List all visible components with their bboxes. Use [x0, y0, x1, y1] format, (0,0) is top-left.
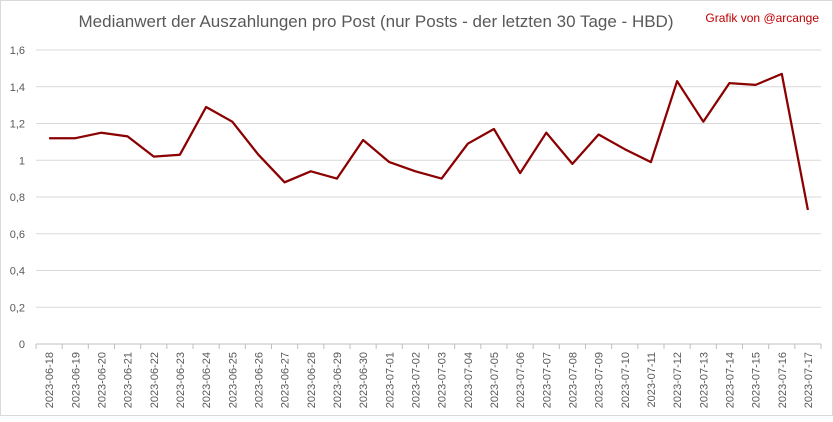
data-point	[178, 153, 182, 157]
y-tick-label: 1,2	[10, 119, 25, 131]
x-tick-label: 2023-07-10	[620, 352, 632, 408]
data-point	[204, 105, 208, 109]
y-tick-label: 1,4	[10, 82, 25, 94]
x-tick-label: 2023-07-03	[437, 352, 449, 408]
data-point	[126, 134, 130, 138]
grid-lines	[36, 49, 821, 345]
data-point	[440, 177, 444, 181]
y-tick-label: 0	[19, 339, 25, 351]
chart-title: Medianwert der Auszahlungen pro Post (nu…	[79, 12, 674, 31]
x-tick-label: 2023-06-20	[96, 352, 108, 408]
data-point	[387, 160, 391, 164]
data-point	[780, 72, 784, 76]
x-tick-label: 2023-07-16	[777, 352, 789, 408]
data-point	[675, 79, 679, 83]
x-tick-label: 2023-06-30	[358, 352, 370, 408]
x-tick-label: 2023-07-13	[698, 352, 710, 408]
x-tick-label: 2023-07-09	[594, 352, 606, 408]
x-tick-label: 2023-07-12	[672, 352, 684, 408]
x-tick-label: 2023-07-17	[803, 352, 815, 408]
data-point	[361, 138, 365, 142]
data-point	[256, 153, 260, 157]
data-point	[649, 160, 653, 164]
x-tick-label: 2023-07-04	[463, 352, 475, 408]
data-point	[335, 177, 339, 181]
x-tick-label: 2023-06-25	[227, 352, 239, 408]
data-point	[727, 81, 731, 85]
series-line	[49, 72, 810, 211]
x-tick-label: 2023-06-21	[123, 352, 135, 408]
x-tick-label: 2023-07-11	[646, 352, 658, 407]
x-tick-label: 2023-07-08	[567, 352, 579, 408]
data-point	[597, 133, 601, 137]
data-point	[518, 171, 522, 175]
x-tick-label: 2023-06-23	[175, 352, 187, 408]
x-tick-label: 2023-06-29	[332, 352, 344, 408]
data-point	[230, 120, 234, 124]
y-tick-label: 0,8	[10, 192, 25, 204]
x-tick-label: 2023-06-28	[306, 352, 318, 408]
data-point	[570, 162, 574, 166]
data-point	[466, 142, 470, 146]
x-tick-label: 2023-06-19	[70, 352, 82, 408]
data-point	[47, 136, 51, 140]
data-point	[544, 131, 548, 135]
y-tick-label: 1	[19, 155, 25, 167]
data-point	[73, 136, 77, 140]
y-tick-label: 1,6	[10, 45, 25, 57]
data-point	[754, 83, 758, 87]
y-tick-label: 0,6	[10, 229, 25, 241]
y-tick-label: 0,2	[10, 302, 25, 314]
x-tick-label: 2023-06-18	[44, 352, 56, 408]
x-tick-label: 2023-07-15	[751, 352, 763, 408]
data-point	[309, 169, 313, 173]
x-tick-label: 2023-06-24	[201, 352, 213, 408]
data-point	[701, 120, 705, 124]
data-point	[152, 155, 156, 159]
x-tick-label: 2023-07-02	[410, 352, 422, 408]
data-point	[623, 147, 627, 151]
data-point	[99, 131, 103, 135]
y-tick-label: 0,4	[10, 266, 25, 278]
x-tick-label: 2023-07-05	[489, 352, 501, 408]
data-point	[806, 208, 810, 212]
x-tick-label: 2023-06-22	[149, 352, 161, 408]
x-axis-ticks: 2023-06-18 2023-06-19 2023-06-20 2023-06-21…	[35, 344, 822, 408]
x-tick-label: 2023-06-26	[253, 352, 265, 408]
y-axis-ticks: 0 0,2 0,4 0,6 0,8 1 1,2 1,4 1,6	[10, 45, 25, 351]
x-tick-label: 2023-07-07	[541, 352, 553, 408]
x-tick-label: 2023-07-01	[384, 352, 396, 408]
data-point	[283, 180, 287, 184]
x-tick-label: 2023-06-27	[280, 352, 292, 408]
data-point	[492, 127, 496, 131]
data-point	[413, 169, 417, 173]
chart-credit: Grafik von @arcange	[705, 11, 819, 25]
x-tick-label: 2023-07-14	[724, 352, 736, 408]
x-tick-label: 2023-07-06	[515, 352, 527, 408]
series-layer	[47, 72, 810, 212]
